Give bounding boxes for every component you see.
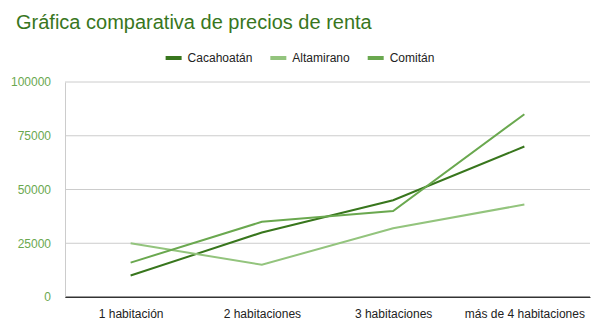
legend-swatch: [368, 56, 384, 60]
y-tick: 0: [44, 290, 65, 304]
legend-label: Cacahoatán: [188, 51, 253, 65]
grid-line: [65, 243, 590, 244]
x-tick-label: más de 4 habitaciones: [465, 307, 585, 321]
y-axis-line: [65, 83, 66, 298]
y-tick-label: 25000: [18, 237, 52, 251]
legend-label: Comitán: [390, 51, 435, 65]
y-tick-label: 100000: [11, 75, 51, 89]
x-tick-label: 1 habitación: [99, 307, 164, 321]
x-tick: 2 habitaciones: [224, 297, 301, 321]
grid-line: [65, 297, 590, 298]
x-axis-line: [66, 297, 591, 298]
grid: [65, 82, 590, 297]
legend-item: Cacahoatán: [166, 51, 253, 65]
legend: Cacahoatán Altamirano Comitán: [166, 51, 435, 65]
legend-item: Comitán: [368, 51, 435, 65]
x-tick-label: 3 habitaciones: [355, 307, 432, 321]
y-axis: 0 25000 50000 75000 100000: [11, 75, 66, 304]
series-line: [131, 147, 525, 276]
x-tick: 1 habitación: [99, 297, 164, 321]
grid-line: [65, 135, 590, 136]
y-tick: 50000: [18, 183, 65, 197]
y-tick: 75000: [18, 129, 65, 143]
chart-title: Gráfica comparativa de precios de renta: [16, 11, 373, 33]
x-tick-label: 2 habitaciones: [224, 307, 301, 321]
chart: Gráfica comparativa de precios de renta 0…: [0, 0, 600, 335]
legend-label: Altamirano: [292, 51, 350, 65]
grid-line: [65, 189, 590, 190]
legend-swatch: [270, 56, 286, 60]
x-axis: 1 habitación 2 habitaciones 3 habitaciones…: [66, 297, 591, 321]
series-line: [131, 114, 525, 262]
lines: [131, 114, 525, 275]
y-tick: 25000: [18, 237, 65, 251]
legend-item: Altamirano: [270, 51, 350, 65]
x-tick: 3 habitaciones: [355, 297, 432, 321]
legend-swatch: [166, 56, 182, 60]
y-tick-label: 0: [44, 290, 51, 304]
y-tick-label: 50000: [18, 183, 52, 197]
y-tick: 100000: [11, 75, 65, 89]
grid-line: [65, 82, 590, 83]
x-tick: más de 4 habitaciones: [465, 297, 585, 321]
series-line: [131, 205, 525, 265]
plot: 0 25000 50000 75000 100000 1 habitación 2 habi…: [11, 75, 591, 320]
y-tick-label: 75000: [18, 129, 52, 143]
